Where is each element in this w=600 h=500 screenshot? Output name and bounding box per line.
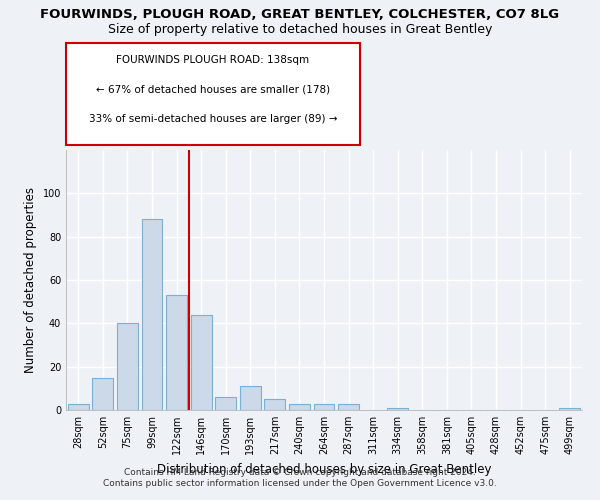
X-axis label: Distribution of detached houses by size in Great Bentley: Distribution of detached houses by size … xyxy=(157,462,491,475)
Bar xyxy=(117,324,138,410)
Text: FOURWINDS PLOUGH ROAD: 138sqm: FOURWINDS PLOUGH ROAD: 138sqm xyxy=(116,55,310,65)
Bar xyxy=(338,404,359,410)
Text: ← 67% of detached houses are smaller (178): ← 67% of detached houses are smaller (17… xyxy=(96,84,330,94)
Text: FOURWINDS, PLOUGH ROAD, GREAT BENTLEY, COLCHESTER, CO7 8LG: FOURWINDS, PLOUGH ROAD, GREAT BENTLEY, C… xyxy=(40,8,560,20)
Bar xyxy=(92,378,113,410)
Bar xyxy=(387,408,408,410)
Y-axis label: Number of detached properties: Number of detached properties xyxy=(24,187,37,373)
Bar xyxy=(215,397,236,410)
Bar xyxy=(559,408,580,410)
Text: Size of property relative to detached houses in Great Bentley: Size of property relative to detached ho… xyxy=(108,22,492,36)
Bar xyxy=(240,386,261,410)
Bar xyxy=(314,404,334,410)
Bar xyxy=(68,404,89,410)
Bar xyxy=(191,314,212,410)
Bar xyxy=(265,399,286,410)
Text: 33% of semi-detached houses are larger (89) →: 33% of semi-detached houses are larger (… xyxy=(89,114,337,124)
Bar xyxy=(142,220,163,410)
Text: Contains HM Land Registry data © Crown copyright and database right 2024.
Contai: Contains HM Land Registry data © Crown c… xyxy=(103,468,497,487)
Bar xyxy=(166,295,187,410)
Bar xyxy=(289,404,310,410)
